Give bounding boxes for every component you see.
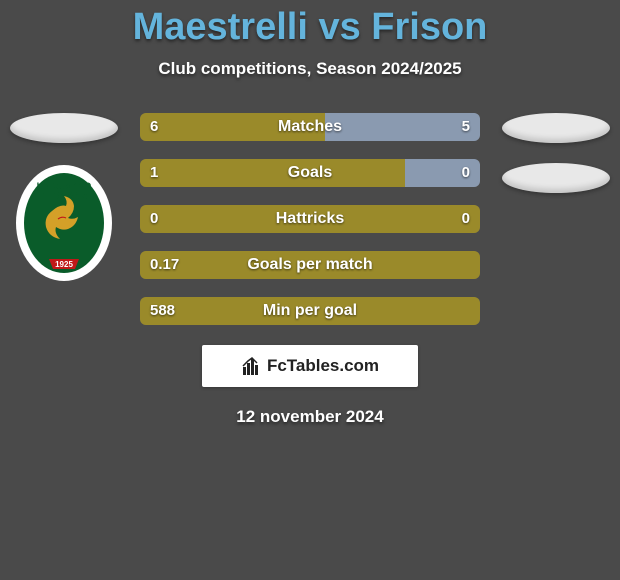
page-title: Maestrelli vs Frison bbox=[0, 0, 620, 49]
stat-row: 65Matches bbox=[140, 113, 480, 141]
stat-row: 10Goals bbox=[140, 159, 480, 187]
balloon-icon bbox=[10, 113, 118, 143]
bars-chart-icon bbox=[241, 355, 263, 377]
logo-year: 1925 bbox=[55, 260, 73, 269]
stat-row: 00Hattricks bbox=[140, 205, 480, 233]
stat-bars: 65Matches 10Goals 00Hattricks 0.17Goals per… bbox=[140, 113, 480, 325]
bar-label: Min per goal bbox=[140, 297, 480, 325]
club-logo-ternana: UNICUSANO TERNANA 1925 bbox=[14, 163, 114, 283]
balloon-icon bbox=[502, 163, 610, 193]
snapshot-date: 12 november 2024 bbox=[0, 407, 620, 427]
svg-text:TERNANA: TERNANA bbox=[40, 191, 89, 202]
stat-row: 0.17Goals per match bbox=[140, 251, 480, 279]
left-badge-column: UNICUSANO TERNANA 1925 bbox=[4, 113, 124, 283]
balloon-icon bbox=[502, 113, 610, 143]
bar-label: Goals bbox=[140, 159, 480, 187]
bar-label: Goals per match bbox=[140, 251, 480, 279]
bar-label: Matches bbox=[140, 113, 480, 141]
svg-text:UNICUSANO: UNICUSANO bbox=[37, 181, 92, 191]
stat-row: 588Min per goal bbox=[140, 297, 480, 325]
page-subtitle: Club competitions, Season 2024/2025 bbox=[0, 59, 620, 79]
content-region: UNICUSANO TERNANA 1925 65Matches 10Goals 0… bbox=[0, 113, 620, 427]
brand-text: FcTables.com bbox=[267, 356, 379, 376]
bar-label: Hattricks bbox=[140, 205, 480, 233]
right-badge-column bbox=[496, 113, 616, 193]
brand-box[interactable]: FcTables.com bbox=[202, 345, 418, 387]
